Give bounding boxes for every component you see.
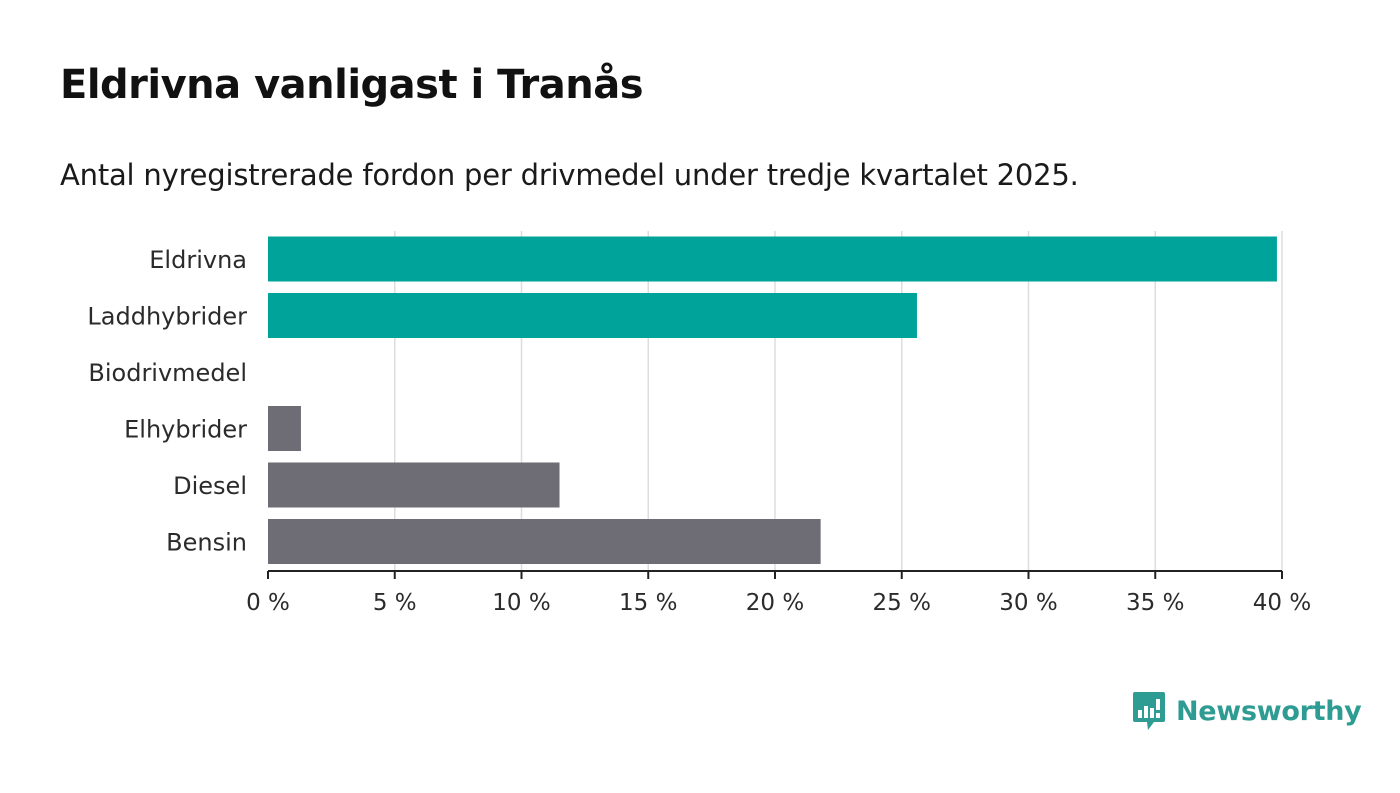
bar-eldrivna xyxy=(268,236,1277,282)
x-axis: 0 % 5 % 10 % 15 % 20 % 25 % 30 % 35 % 40 % xyxy=(246,570,1311,616)
x-tick-label: 25 % xyxy=(873,590,931,616)
x-tick-label: 10 % xyxy=(492,590,550,616)
x-tick-label: 30 % xyxy=(999,590,1057,616)
gridlines xyxy=(394,231,1283,571)
bar-chart: 0 % 5 % 10 % 15 % 20 % 25 % 30 % 35 % 40 % Eldri… xyxy=(87,231,1311,616)
chart-title: Eldrivna vanligast i Tranås xyxy=(60,62,644,108)
x-tick-label: 20 % xyxy=(746,590,804,616)
category-label: Eldrivna xyxy=(149,246,247,274)
bar-bensin xyxy=(268,519,821,564)
brand-name: Newsworthy xyxy=(1176,695,1362,727)
category-label: Biodrivmedel xyxy=(88,359,247,387)
x-tick-label: 5 % xyxy=(373,590,417,616)
x-tick-label: 35 % xyxy=(1126,590,1184,616)
chart-subtitle: Antal nyregistrerade fordon per drivmede… xyxy=(60,158,1079,192)
category-label: Laddhybrider xyxy=(87,303,247,331)
category-label: Bensin xyxy=(166,529,247,557)
category-label: Diesel xyxy=(173,472,247,500)
brand-logo: Newsworthy xyxy=(1132,690,1362,732)
newsworthy-logo-icon xyxy=(1133,692,1165,730)
x-tick-label: 40 % xyxy=(1253,590,1311,616)
bar-diesel xyxy=(268,462,560,508)
category-label: Elhybrider xyxy=(124,416,247,444)
bars xyxy=(268,236,1277,564)
x-tick-label: 15 % xyxy=(619,590,677,616)
bar-elhybrider xyxy=(268,406,301,451)
category-labels: Eldrivna Laddhybrider Biodrivmedel Elhybrid… xyxy=(87,246,247,557)
x-tick-label: 0 % xyxy=(246,590,290,616)
bar-laddhybrider xyxy=(268,293,917,338)
